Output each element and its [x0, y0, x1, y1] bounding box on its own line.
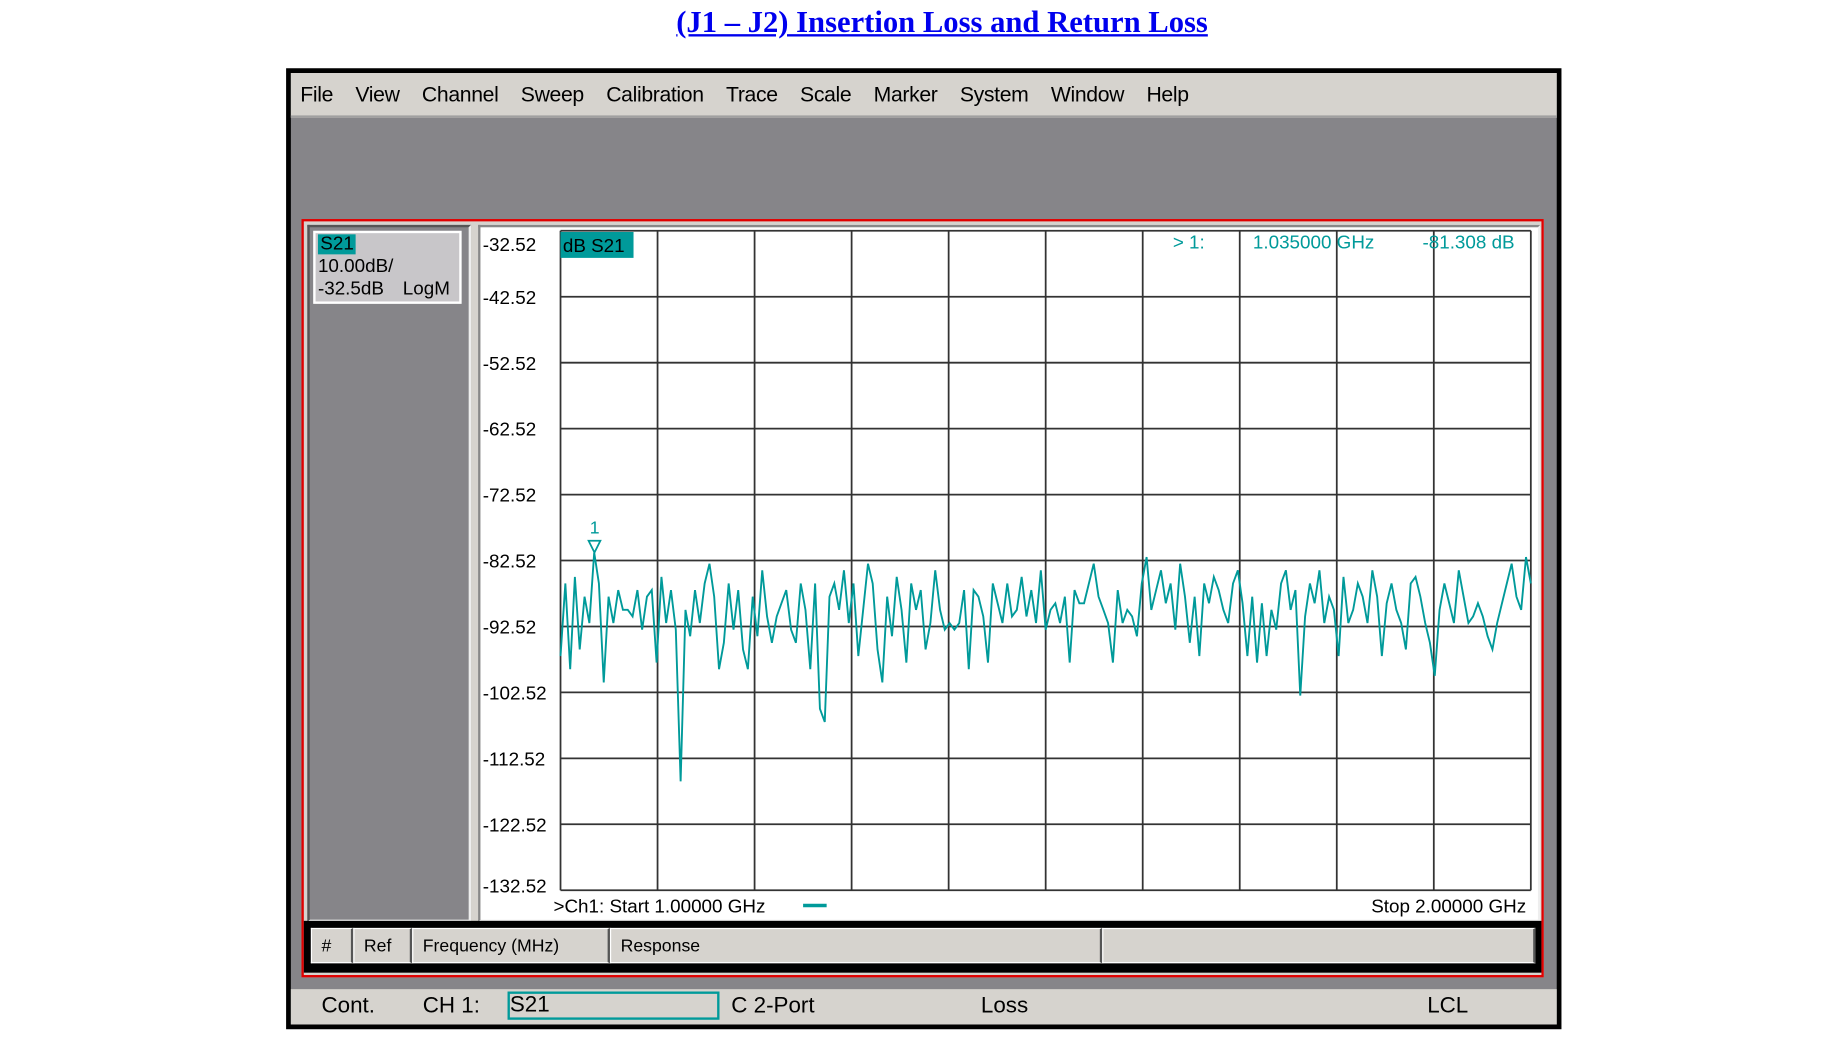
y-tick-label: -112.52	[483, 748, 545, 769]
y-tick-label: -32.52	[483, 234, 536, 255]
channel-label: CH 1:	[422, 993, 480, 1019]
marker-readout-value: -81.308 dB	[1422, 231, 1514, 252]
s21-chart: -32.52 -42.52 -52.52 -62.52 -72.52 -82.52 -92.…	[483, 229, 1532, 917]
marker-1-icon	[587, 539, 602, 555]
col-number[interactable]: #	[310, 927, 354, 964]
analyzer-window: File View Channel Sweep Calibration Trac…	[286, 68, 1562, 1030]
y-tick-label: -52.52	[483, 353, 536, 374]
channel-window: S21 10.00dB/ -32.5dB LogM -32.52 -42.52 -52…	[301, 219, 1544, 978]
col-response[interactable]: Response	[609, 927, 1103, 964]
menu-file[interactable]: File	[300, 81, 334, 106]
trace-scale: 10.00dB/	[317, 256, 394, 277]
menu-scale[interactable]: Scale	[800, 81, 852, 106]
col-extra[interactable]	[1102, 927, 1536, 964]
y-tick-label: -122.52	[483, 814, 547, 835]
trace-status-box[interactable]: S21 10.00dB/ -32.5dB LogM	[313, 230, 462, 304]
trace-format: LogM	[402, 279, 450, 300]
y-tick-label: -92.52	[483, 617, 536, 638]
trace-panel: S21 10.00dB/ -32.5dB LogM	[307, 224, 472, 923]
menu-view[interactable]: View	[355, 81, 400, 106]
menu-sweep[interactable]: Sweep	[520, 81, 584, 106]
menu-marker[interactable]: Marker	[873, 81, 938, 106]
status-bar: Cont. CH 1: S21 C 2-Port Loss LCL	[290, 989, 1557, 1025]
menu-trace[interactable]: Trace	[726, 81, 778, 106]
y-tick-label: -132.52	[483, 876, 547, 897]
marker-table: # Ref Frequency (MHz) Response	[303, 920, 1542, 973]
plot-area[interactable]: -32.52 -42.52 -52.52 -62.52 -72.52 -82.52 -92.…	[478, 224, 1541, 923]
trace-name: S21	[317, 234, 357, 255]
stop-frequency: Stop 2.00000 GHz	[1371, 896, 1526, 917]
col-frequency[interactable]: Frequency (MHz)	[412, 927, 610, 964]
active-parameter[interactable]: S21	[507, 991, 720, 1020]
sweep-mode: Cont.	[321, 993, 375, 1019]
trace-ref: -32.5dB	[317, 279, 384, 300]
lcl-indicator: LCL	[1427, 993, 1469, 1019]
y-tick-label: -82.52	[483, 551, 536, 572]
menu-bar: File View Channel Sweep Calibration Trac…	[290, 73, 1557, 118]
y-tick-label: -102.52	[483, 682, 547, 703]
menu-calibration[interactable]: Calibration	[606, 81, 704, 106]
y-tick-label: -42.52	[483, 287, 536, 308]
start-frequency: >Ch1: Start 1.00000 GHz	[553, 896, 765, 917]
menu-window[interactable]: Window	[1050, 81, 1125, 106]
marker-readout-freq: 1.035000 GHz	[1253, 231, 1374, 252]
s21-trace	[559, 552, 1532, 782]
col-ref[interactable]: Ref	[353, 927, 413, 964]
menu-help[interactable]: Help	[1146, 81, 1189, 106]
marker-1-label: 1	[590, 518, 600, 538]
menu-channel[interactable]: Channel	[421, 81, 499, 106]
calibration-status: C 2-Port	[731, 993, 815, 1019]
y-tick-label: -72.52	[483, 485, 536, 506]
trace-label: dB S21	[563, 235, 625, 256]
marker-readout-id: > 1:	[1173, 231, 1205, 252]
trace-label-bg	[560, 231, 634, 258]
page-title: (J1 – J2) Insertion Loss and Return Loss	[676, 4, 1208, 39]
menu-system[interactable]: System	[959, 81, 1029, 106]
status-note: Loss	[980, 993, 1029, 1019]
y-tick-label: -62.52	[483, 419, 536, 440]
